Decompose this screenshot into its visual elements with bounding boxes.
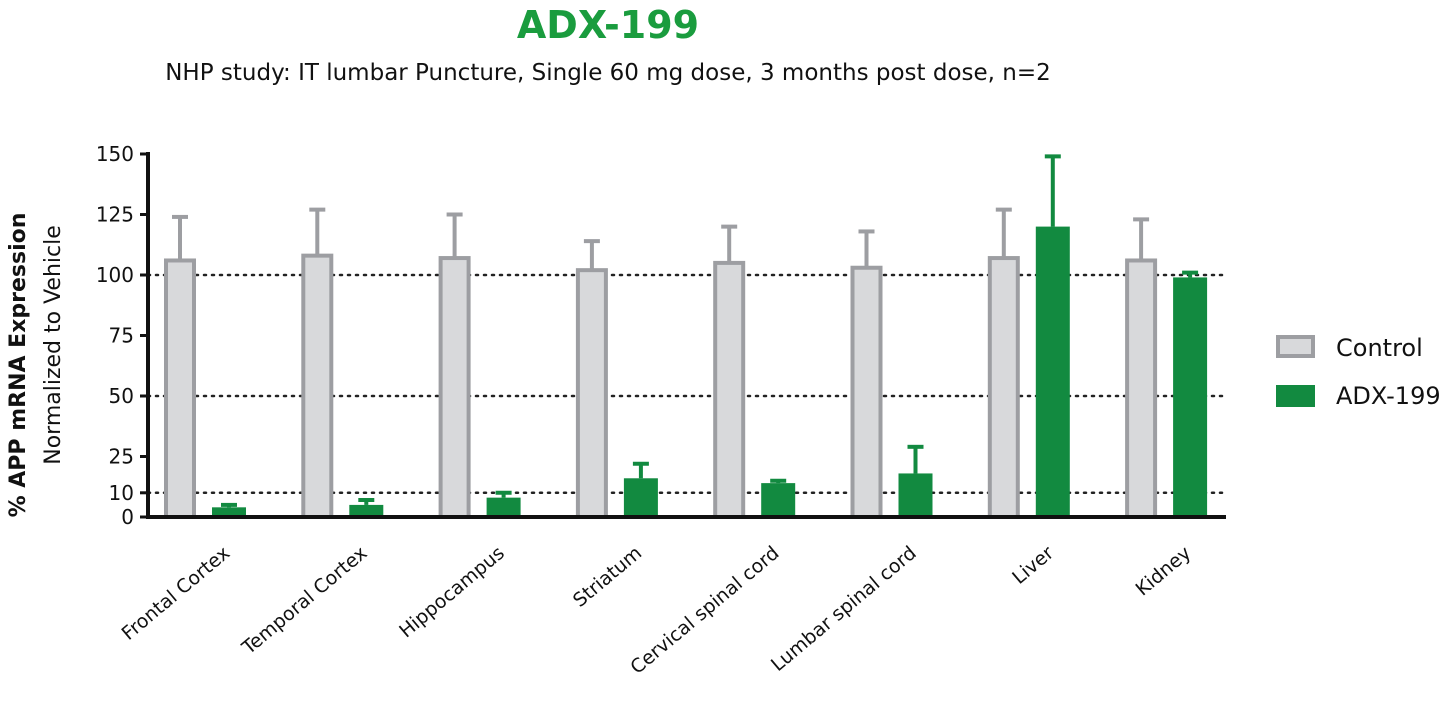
control-bar-temporal-cortex bbox=[301, 253, 334, 519]
legend-swatch-control bbox=[1276, 335, 1315, 358]
control-bar-lumbar-spinal-cord bbox=[850, 265, 883, 519]
adx-199-bar-liver bbox=[1035, 226, 1070, 517]
control-bar-kidney bbox=[1125, 258, 1158, 519]
legend: Control ADX-199 bbox=[1276, 334, 1441, 410]
x-tick-label-temporal-cortex: Temporal Cortex bbox=[237, 542, 371, 660]
legend-swatch-adx-199 bbox=[1276, 385, 1315, 407]
adx-199-bar-kidney bbox=[1173, 277, 1208, 517]
x-tick-label-kidney: Kidney bbox=[1132, 542, 1196, 600]
chart-title: ADX-199 bbox=[517, 3, 699, 47]
y-tick-label-50: 50 bbox=[109, 384, 134, 408]
y-tick-label-10: 10 bbox=[109, 481, 134, 505]
x-tick-label-cervical-spinal-cord: Cervical spinal cord bbox=[626, 542, 783, 679]
x-tick-label-lumbar-spinal-cord: Lumbar spinal cord bbox=[767, 542, 921, 676]
bars-layer bbox=[164, 154, 1208, 519]
y-axis-label-secondary: Normalized to Vehicle bbox=[41, 225, 66, 465]
y-tick-label-100: 100 bbox=[96, 263, 134, 287]
control-bar-hippocampus bbox=[438, 256, 471, 519]
x-tick-label-striatum: Striatum bbox=[569, 542, 646, 612]
y-tick-label-150: 150 bbox=[96, 142, 134, 166]
adx-199-bar-frontal-cortex bbox=[212, 507, 246, 517]
y-tick-label-125: 125 bbox=[96, 203, 134, 227]
control-bar-striatum bbox=[575, 268, 608, 519]
adx-199-bar-striatum bbox=[623, 478, 658, 517]
adx-199-bar-lumbar-spinal-cord bbox=[898, 473, 933, 517]
x-tick-label-liver: Liver bbox=[1008, 542, 1058, 589]
adx-199-bar-cervical-spinal-cord bbox=[761, 483, 796, 517]
x-labels-layer: Frontal Cortex Temporal Cortex Hippocampus… bbox=[118, 542, 1196, 679]
legend-label-control: Control bbox=[1336, 334, 1423, 362]
adx-199-bar-temporal-cortex bbox=[349, 504, 384, 517]
x-tick-label-frontal-cortex: Frontal Cortex bbox=[118, 542, 235, 645]
control-bar-liver bbox=[987, 256, 1020, 519]
y-tick-label-0: 0 bbox=[121, 505, 134, 529]
control-bar-cervical-spinal-cord bbox=[713, 260, 746, 519]
x-tick-label-hippocampus: Hippocampus bbox=[395, 542, 509, 642]
chart-subtitle: NHP study: IT lumbar Puncture, Single 60… bbox=[165, 60, 1051, 86]
y-tick-label-75: 75 bbox=[109, 324, 134, 348]
control-bar-frontal-cortex bbox=[164, 258, 196, 519]
adx-199-bar-hippocampus bbox=[486, 497, 521, 517]
y-axis-label-primary: % APP mRNA Expression bbox=[6, 213, 31, 518]
y-ticks-layer: 010 25 50 75 100 125 150 bbox=[96, 142, 148, 529]
legend-label-adx-199: ADX-199 bbox=[1336, 382, 1441, 410]
y-tick-label-25: 25 bbox=[109, 445, 134, 469]
